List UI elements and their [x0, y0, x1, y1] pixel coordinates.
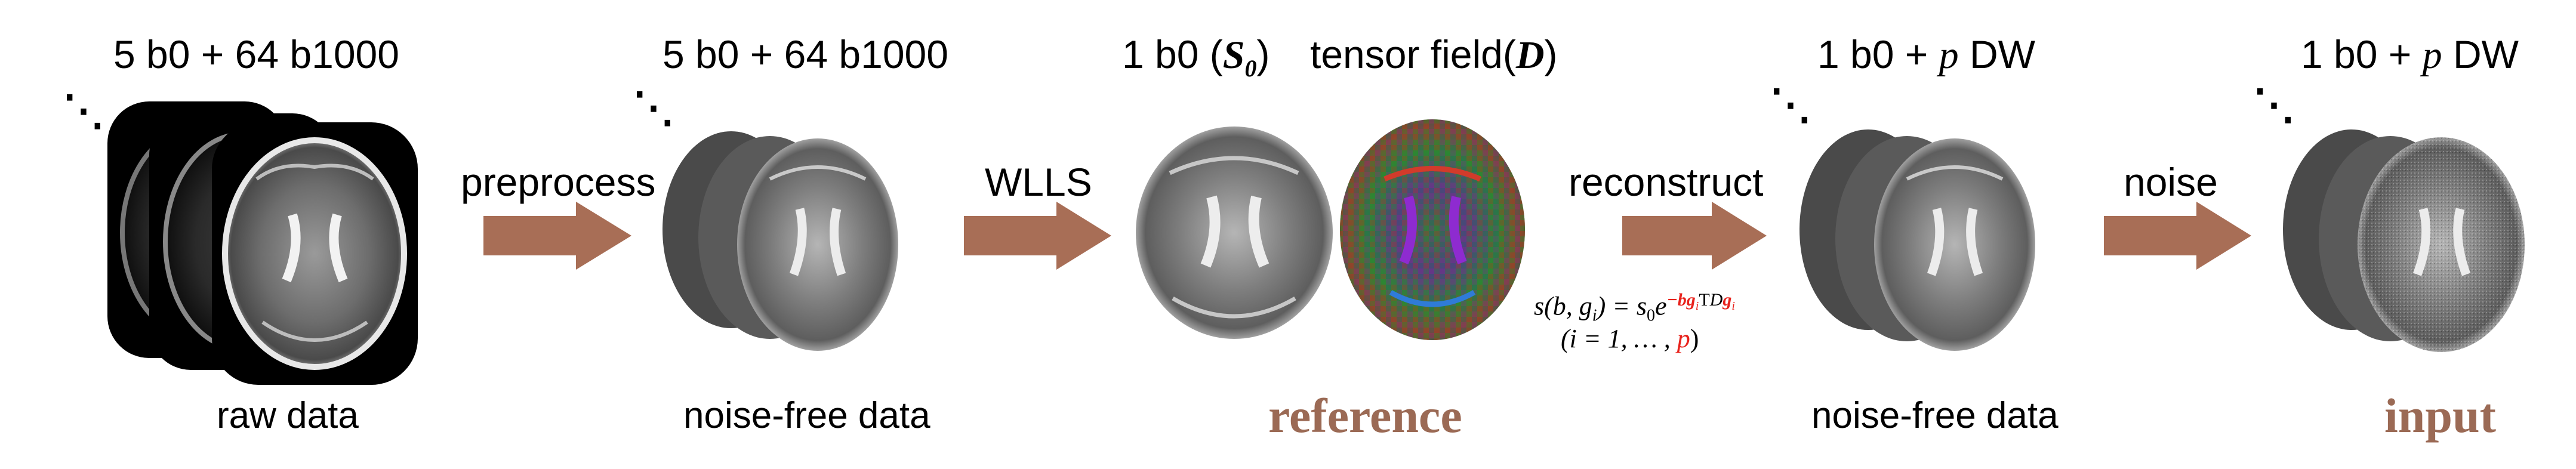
input-stack [2283, 129, 2525, 352]
noise-free-stack-1 [663, 131, 898, 351]
reference-bottom-label: reference [1268, 388, 1462, 443]
reconstructed-top-label: 1 b0 + p DW [1817, 32, 2035, 77]
signal-equation: s(b, gi) = s0e−bgiTDgi [1534, 290, 1735, 325]
tensor-field-label: tensor field(D) [1310, 32, 1558, 77]
arrow-wlls [964, 202, 1111, 270]
reconstruct-label: reconstruct [1569, 160, 1764, 204]
index-range: (i = 1, … , p) [1561, 324, 1699, 353]
preprocessed-top-label: 5 b0 + 64 b1000 [663, 32, 948, 76]
arrow-preprocess [483, 202, 631, 270]
reconstructed-bottom-label: noise-free data [1811, 395, 2059, 436]
noise-label: noise [2124, 160, 2218, 204]
reference-b0-image [1136, 126, 1333, 339]
noise-free-stack-2 [1799, 129, 2035, 351]
raw-slice-front [212, 122, 418, 385]
preprocess-label: preprocess [461, 160, 656, 204]
tensor-field-image [1340, 119, 1525, 340]
reference-b0-label: 1 b0 (S0) [1122, 32, 1270, 82]
preprocessed-bottom-label: noise-free data [683, 395, 930, 436]
stack-ellipsis-2: ⋱ [633, 84, 674, 131]
stack-ellipsis-4: ⋱ [2253, 81, 2295, 128]
wlls-label: WLLS [985, 160, 1092, 204]
raw-bottom-label: raw data [217, 395, 359, 436]
raw-top-label: 5 b0 + 64 b1000 [113, 32, 399, 76]
stack-ellipsis-3: ⋱ [1770, 81, 1811, 128]
stack-ellipsis-1: ⋱ [63, 87, 104, 134]
raw-data-stack [107, 101, 418, 385]
input-top-label: 1 b0 + p DW [2301, 32, 2519, 77]
arrow-noise [2104, 202, 2251, 270]
arrow-reconstruct [1622, 202, 1767, 270]
input-bottom-label: input [2384, 388, 2496, 443]
